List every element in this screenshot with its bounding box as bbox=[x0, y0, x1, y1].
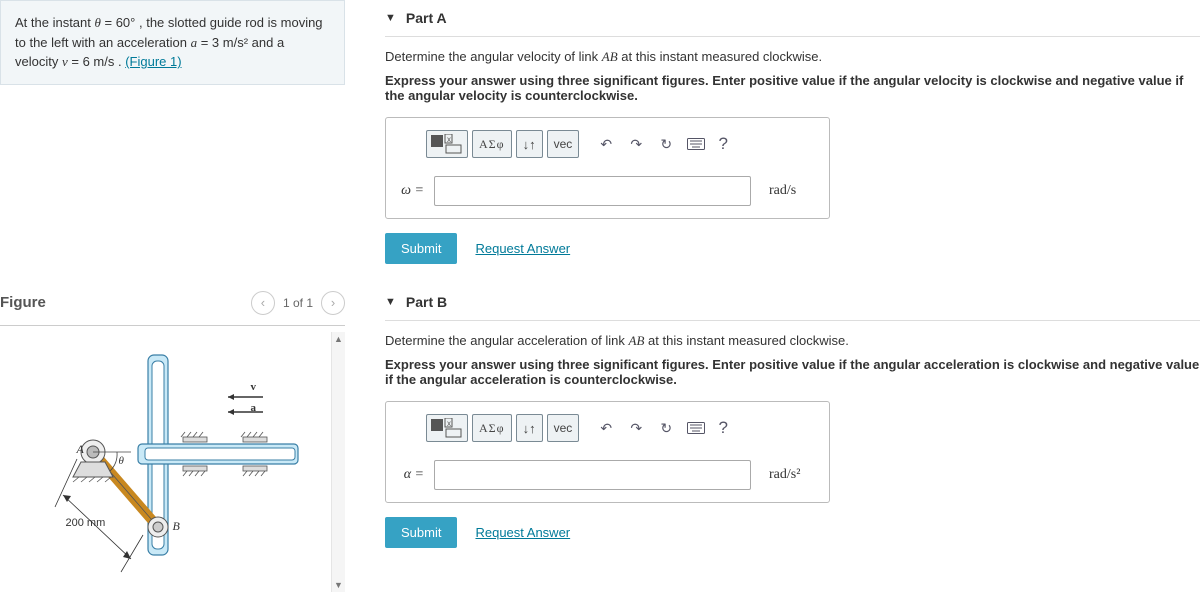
subscript-button[interactable]: ↓↑ bbox=[516, 130, 543, 158]
greek-button[interactable]: ΑΣφ bbox=[472, 130, 512, 158]
caret-down-icon: ▼ bbox=[385, 296, 396, 308]
label-b: B bbox=[173, 519, 180, 534]
undo-button[interactable]: ↶ bbox=[593, 130, 619, 158]
divider bbox=[385, 320, 1200, 321]
part-b-instruction: Express your answer using three signific… bbox=[385, 357, 1200, 387]
part-a-question: Determine the angular velocity of link A… bbox=[385, 49, 1200, 65]
keyboard-button[interactable] bbox=[683, 414, 709, 442]
caret-down-icon: ▼ bbox=[385, 12, 396, 24]
figure-count: 1 of 1 bbox=[283, 296, 313, 310]
part-a-request-answer[interactable]: Request Answer bbox=[475, 241, 570, 256]
keyboard-button[interactable] bbox=[683, 130, 709, 158]
part-b-submit-button[interactable]: Submit bbox=[385, 517, 457, 548]
label-theta: θ bbox=[119, 455, 124, 467]
txt: = 6 m/s bbox=[68, 54, 115, 69]
figure-diagram: A B θ v a 200 mm bbox=[33, 347, 313, 577]
reset-button[interactable]: ↻ bbox=[653, 130, 679, 158]
part-b-title: Part B bbox=[406, 294, 447, 310]
vec-button[interactable]: vec bbox=[547, 130, 580, 158]
txt: = 60° bbox=[101, 15, 135, 30]
part-a-units: rad/s bbox=[769, 183, 819, 199]
part-b-units: rad/s² bbox=[769, 467, 819, 483]
reset-button[interactable]: ↻ bbox=[653, 414, 679, 442]
part-b-var-label: α = bbox=[396, 467, 424, 483]
redo-button[interactable]: ↷ bbox=[623, 414, 649, 442]
part-a-answer-box: x ΑΣφ ↓↑ vec ↶ ↷ ↻ ? ω = rad/s bbox=[385, 117, 830, 219]
problem-statement: At the instant θ = 60° , the slotted gui… bbox=[0, 0, 345, 85]
part-b-header[interactable]: ▼ Part B bbox=[385, 284, 1200, 320]
help-button[interactable]: ? bbox=[713, 414, 733, 442]
greek-button[interactable]: ΑΣφ bbox=[472, 414, 512, 442]
label-a-arrow: a bbox=[251, 402, 257, 414]
help-button[interactable]: ? bbox=[713, 130, 733, 158]
part-a-instruction: Express your answer using three signific… bbox=[385, 73, 1200, 103]
svg-text:x: x bbox=[447, 135, 451, 144]
subscript-button[interactable]: ↓↑ bbox=[516, 414, 543, 442]
part-b-question: Determine the angular acceleration of li… bbox=[385, 333, 1200, 349]
part-a-title: Part A bbox=[406, 10, 447, 26]
part-b-input[interactable] bbox=[434, 460, 751, 490]
part-a-submit-button[interactable]: Submit bbox=[385, 233, 457, 264]
txt: = 3 m/s² bbox=[197, 35, 248, 50]
part-b-request-answer[interactable]: Request Answer bbox=[475, 525, 570, 540]
part-a-var-label: ω = bbox=[396, 183, 424, 199]
redo-button[interactable]: ↷ bbox=[623, 130, 649, 158]
part-b-answer-box: x ΑΣφ ↓↑ vec ↶ ↷ ↻ ? α = rad/s² bbox=[385, 401, 830, 503]
part-a-header[interactable]: ▼ Part A bbox=[385, 0, 1200, 36]
templates-button[interactable]: x bbox=[426, 130, 468, 158]
figure-prev-button[interactable]: ‹ bbox=[251, 291, 275, 315]
figure-next-button[interactable]: › bbox=[321, 291, 345, 315]
divider bbox=[385, 36, 1200, 37]
figure-link[interactable]: (Figure 1) bbox=[125, 54, 181, 69]
part-a-input[interactable] bbox=[434, 176, 751, 206]
label-a: A bbox=[77, 442, 84, 457]
scroll-up-icon[interactable]: ▲ bbox=[332, 332, 345, 346]
figure-scrollbar[interactable]: ▲ ▼ bbox=[331, 332, 345, 592]
vec-button[interactable]: vec bbox=[547, 414, 580, 442]
label-dim: 200 mm bbox=[66, 517, 106, 529]
txt: At the instant bbox=[15, 15, 95, 30]
svg-text:x: x bbox=[447, 419, 451, 428]
templates-button[interactable]: x bbox=[426, 414, 468, 442]
divider bbox=[0, 325, 345, 326]
figure-label: Figure bbox=[0, 294, 46, 311]
undo-button[interactable]: ↶ bbox=[593, 414, 619, 442]
scroll-down-icon[interactable]: ▼ bbox=[332, 578, 345, 592]
label-v: v bbox=[251, 381, 257, 393]
txt: . bbox=[114, 54, 125, 69]
